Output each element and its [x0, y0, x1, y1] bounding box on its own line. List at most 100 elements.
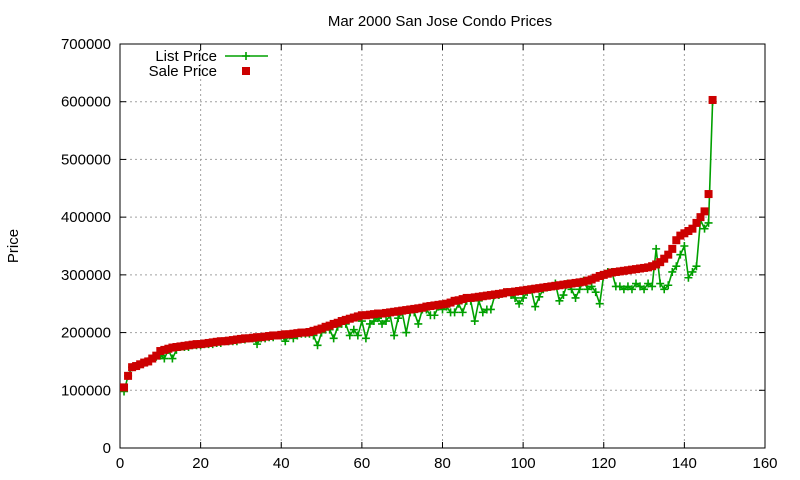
sale-price-point [599, 270, 608, 279]
list-price-point [390, 331, 399, 340]
sale-price-point [353, 312, 362, 321]
sale-price-point [220, 337, 229, 346]
list-price-point [615, 282, 624, 291]
sale-price-point [571, 278, 580, 287]
list-price-point [470, 317, 479, 326]
sale-price-point [293, 329, 302, 338]
list-price-point [168, 354, 177, 363]
sale-price-point [636, 264, 645, 273]
sale-price-point [277, 330, 286, 339]
legend-marker-list-price [242, 52, 250, 60]
list-price-point [652, 244, 661, 253]
series-sale-price [120, 95, 717, 392]
list-price-point [684, 273, 693, 282]
list-price-point [644, 279, 653, 288]
sale-price-point [430, 301, 439, 310]
sale-price-point [156, 347, 165, 356]
sale-price-point [668, 244, 677, 253]
sale-price-point [692, 218, 701, 227]
sale-price-point [543, 282, 552, 291]
sale-price-point [253, 333, 262, 342]
sale-price-point [305, 327, 314, 336]
x-tick-label: 160 [752, 455, 777, 472]
sale-price-point [378, 309, 387, 318]
list-price-point [414, 319, 423, 328]
sale-price-point [176, 342, 185, 351]
sale-price-point [382, 308, 391, 317]
x-tick-label: 0 [116, 455, 124, 472]
sale-price-point [281, 330, 290, 339]
sale-price-point [583, 276, 592, 285]
sale-price-point [644, 263, 653, 272]
x-tick-label: 120 [591, 455, 616, 472]
sale-price-point [361, 311, 370, 320]
y-tick-label: 0 [103, 440, 111, 457]
legend-marker-sale-price [242, 67, 250, 75]
sale-price-point [216, 337, 225, 346]
list-price-point [623, 282, 632, 291]
list-price-point [160, 354, 169, 363]
sale-price-point [321, 322, 330, 331]
sale-price-point [422, 302, 431, 311]
sale-price-point [575, 278, 584, 287]
sale-price-point [438, 300, 447, 309]
sale-price-point [369, 310, 378, 319]
sale-price-point [515, 287, 524, 296]
sale-price-point [402, 306, 411, 315]
y-tick-label: 700000 [61, 36, 111, 53]
sale-price-point [144, 357, 153, 366]
sale-price-point [192, 340, 201, 349]
sale-price-point [289, 329, 298, 338]
sale-price-point [204, 338, 213, 347]
sale-price-point [640, 263, 649, 272]
list-price-point [555, 296, 564, 305]
sale-price-point [188, 340, 197, 349]
sale-price-point [297, 328, 306, 337]
legend-label-list-price: List Price [155, 48, 217, 65]
x-tick-label: 140 [672, 455, 697, 472]
sale-price-point [519, 286, 528, 295]
sale-price-point [410, 304, 419, 313]
sale-price-point [462, 293, 471, 302]
sale-price-point [333, 318, 342, 327]
list-price-point [486, 305, 495, 314]
sale-price-point [200, 339, 209, 348]
sale-price-point [269, 331, 278, 340]
sale-price-point [503, 288, 511, 297]
sale-price-point [652, 260, 661, 269]
sale-price-point [531, 284, 540, 293]
sale-price-point [482, 291, 491, 300]
sale-price-point [587, 275, 596, 284]
list-price-point [700, 224, 709, 233]
list-price-point [571, 293, 580, 302]
sale-price-point [547, 282, 556, 291]
sale-price-point [426, 302, 435, 311]
list-price-point [575, 285, 584, 294]
x-tick-label: 40 [273, 455, 290, 472]
list-price-point [519, 293, 528, 302]
list-price-point [668, 267, 677, 276]
y-tick-label: 200000 [61, 325, 111, 342]
grid [120, 44, 765, 448]
list-price-point [587, 282, 596, 291]
list-price-point [430, 311, 439, 320]
sale-price-point [656, 258, 665, 267]
y-tick-label: 100000 [61, 382, 111, 399]
sale-price-point [539, 283, 548, 292]
list-price-point [253, 340, 262, 349]
sale-price-point [136, 360, 145, 369]
sale-price-point [168, 343, 177, 352]
sale-price-point [337, 317, 346, 326]
sale-price-point [470, 293, 479, 302]
sale-price-point [615, 267, 624, 276]
x-tick-label: 80 [434, 455, 451, 472]
x-tick-label: 20 [192, 455, 209, 472]
list-price-point [313, 341, 322, 350]
sale-price-point [458, 295, 467, 304]
sale-price-point [527, 285, 536, 294]
sale-price-point [398, 306, 407, 315]
sale-price-point [414, 304, 423, 313]
list-price-point [648, 282, 657, 291]
sale-price-point [249, 333, 258, 342]
sale-price-point [535, 284, 544, 293]
